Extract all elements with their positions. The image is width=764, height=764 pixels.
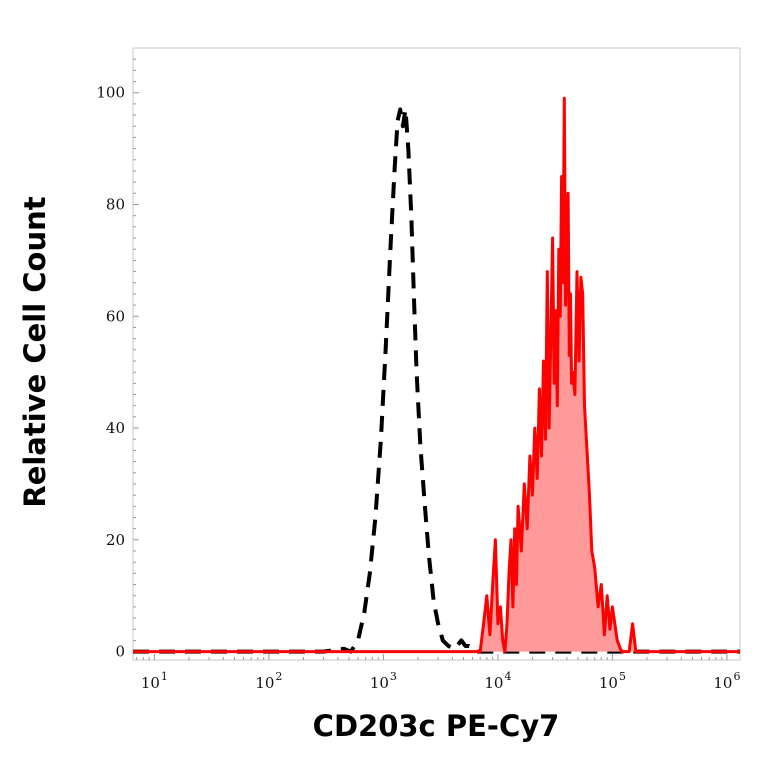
x-tick-label: 10 6: [713, 670, 740, 692]
y-minor-ticks: [133, 58, 139, 653]
x-tick-base: 10: [484, 674, 503, 692]
x-tick-base: 10: [599, 674, 618, 692]
x-tick-label: 10 3: [370, 670, 397, 692]
x-tick-base: 10: [370, 674, 389, 692]
x-axis-title: CD203c PE-Cy7: [313, 709, 560, 743]
x-tick-exponent: 6: [733, 670, 740, 683]
x-tick-base: 10: [255, 674, 274, 692]
y-axis-title: Relative Cell Count: [18, 196, 52, 507]
x-tick-exponent: 1: [161, 670, 168, 683]
series-layer: [133, 96, 740, 654]
x-tick-base: 10: [713, 674, 732, 692]
x-tick-label: 10 2: [255, 670, 282, 692]
x-tick-base: 10: [141, 674, 160, 692]
y-tick-label: 60: [106, 307, 125, 325]
y-tick-label: 80: [106, 195, 125, 213]
series-0-line: [133, 107, 740, 654]
x-tick-exponent: 2: [275, 670, 282, 683]
x-tick-exponent: 5: [619, 670, 626, 683]
series-1-fill: [133, 98, 740, 652]
y-tick-label: 100: [96, 84, 125, 102]
y-tick-label: 0: [115, 643, 125, 661]
series-1-line: [133, 96, 740, 654]
x-tick-label: 10 1: [141, 670, 168, 692]
y-tick-label: 20: [106, 531, 125, 549]
x-minor-ticks: [136, 654, 728, 660]
y-tick-labels: 0 20 40 60 80 100: [96, 84, 125, 661]
x-tick-labels: 10 1 10 2 10 3 10 4 10 5 10 6: [141, 670, 741, 692]
x-tick-exponent: 4: [504, 670, 511, 683]
x-tick-exponent: 3: [390, 670, 397, 683]
plot-frame: [132, 47, 741, 661]
x-tick-label: 10 5: [599, 670, 626, 692]
y-tick-label: 40: [106, 419, 125, 437]
x-tick-label: 10 4: [484, 670, 511, 692]
